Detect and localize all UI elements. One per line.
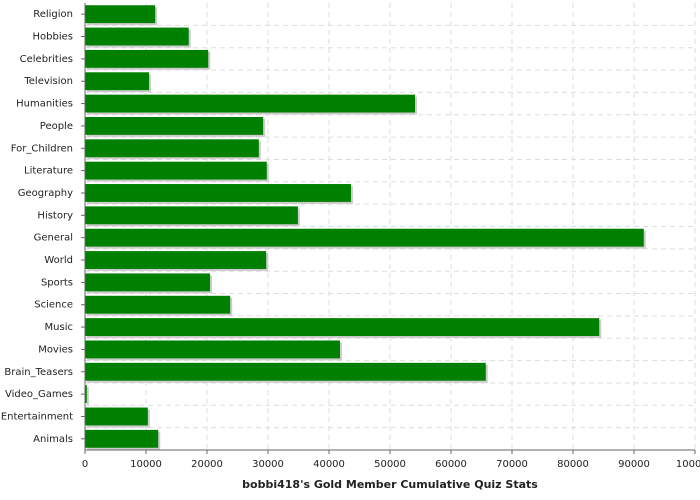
y-tick-label: People (40, 121, 73, 132)
chart-title: bobbi418's Gold Member Cumulative Quiz S… (242, 478, 538, 491)
bar (85, 407, 148, 426)
bar (85, 49, 209, 68)
y-tick-label: Brain_Teasers (4, 367, 73, 378)
bar (85, 206, 298, 225)
bar (85, 385, 87, 404)
y-tick-label: History (37, 210, 73, 221)
bar (85, 161, 267, 180)
y-tick-label: Celebrities (20, 54, 73, 65)
y-tick-label: Hobbies (33, 32, 73, 43)
bar (85, 116, 264, 135)
bar (85, 318, 600, 337)
x-tick-label: 0 (82, 459, 88, 470)
bar (85, 5, 156, 24)
x-tick-label: 10000 (130, 459, 162, 470)
y-tick-label: Geography (18, 188, 73, 199)
bar (85, 251, 267, 269)
x-tick-label: 50000 (374, 459, 406, 470)
x-tick-label: 60000 (435, 459, 467, 470)
x-tick-label: 40000 (313, 459, 345, 470)
y-tick-label: For_Children (11, 143, 73, 154)
y-tick-label: Sports (41, 277, 73, 288)
x-tick-label: 30000 (252, 459, 284, 470)
bar (85, 362, 486, 381)
bar (85, 72, 150, 91)
bar (85, 184, 351, 202)
y-tick-label: Animals (33, 434, 73, 445)
bar (85, 94, 416, 113)
bar (85, 27, 189, 46)
bar (85, 340, 340, 359)
y-tick-label: General (34, 233, 73, 244)
y-tick-label: Music (45, 322, 73, 333)
bar (85, 139, 259, 158)
y-tick-label: Entertainment (1, 411, 73, 422)
y-tick-label: Television (23, 76, 73, 87)
y-tick-label: World (44, 255, 73, 266)
x-tick-label: 80000 (557, 459, 589, 470)
x-tick-label: 100000 (676, 459, 700, 470)
y-tick-label: Science (34, 300, 73, 311)
y-tick-label: Literature (24, 166, 73, 177)
y-tick-label: Video_Games (5, 389, 73, 400)
bar (85, 429, 159, 448)
bar (85, 273, 211, 292)
y-tick-label: Religion (33, 9, 73, 20)
y-tick-label: Movies (38, 344, 73, 355)
x-tick-label: 20000 (191, 459, 223, 470)
x-tick-label: 70000 (496, 459, 528, 470)
y-tick-label: Humanities (16, 99, 73, 110)
x-tick-label: 90000 (618, 459, 650, 470)
bar (85, 295, 231, 314)
bar (85, 228, 644, 247)
bar-shadow (87, 387, 89, 406)
